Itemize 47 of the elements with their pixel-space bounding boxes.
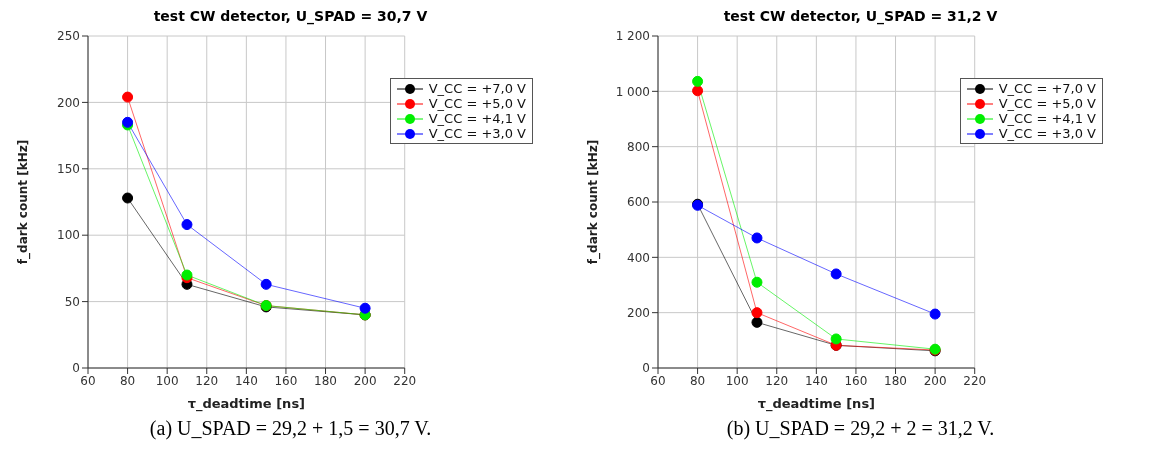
x-tick-label: 140 — [804, 373, 828, 388]
x-tick-label: 80 — [119, 373, 136, 388]
x-tick-label: 160 — [844, 373, 868, 388]
y-tick-label: 200 — [57, 95, 80, 110]
y-tick-label: 100 — [57, 228, 80, 243]
x-tick-label: 100 — [155, 373, 179, 388]
text: (a) U_SPAD = 29,2 + 1,5 = 30,7 V. — [148, 417, 433, 440]
y-tick-label: 0 — [642, 361, 650, 376]
legend-label: V_CC = +7,0 V — [998, 81, 1096, 96]
x-tick-label: 160 — [274, 373, 298, 388]
legend-label: V_CC = +7,0 V — [428, 81, 526, 96]
y-tick-label: 1 000 — [615, 84, 650, 99]
y-tick-label: 50 — [64, 294, 80, 309]
x-tick-label: 200 — [353, 373, 377, 388]
x-tick-label: 60 — [80, 373, 96, 388]
x-tick-label: 80 — [689, 373, 706, 388]
x-tick-label: 220 — [963, 373, 987, 388]
y-tick-label: 800 — [627, 139, 650, 154]
x-tick-label: 220 — [393, 373, 417, 388]
y-tick-label: 250 — [57, 29, 80, 44]
x-tick-label: 180 — [314, 373, 337, 388]
y-tick-label: 150 — [57, 162, 80, 177]
y-axis-title: f_dark count [kHz] — [16, 139, 32, 265]
x-tick-label: 120 — [195, 373, 219, 388]
y-axis-title: f_dark count [kHz] — [586, 139, 602, 265]
legend-label: V_CC = +3,0 V — [998, 126, 1096, 141]
x-tick-label: 180 — [884, 373, 907, 388]
chart-title: test CW detector, U_SPAD = 31,2 V — [722, 8, 999, 27]
y-tick-label: 600 — [627, 195, 650, 210]
x-tick-label: 200 — [923, 373, 947, 388]
x-tick-label: 120 — [765, 373, 789, 388]
chart-title: test CW detector, U_SPAD = 30,7 V — [152, 8, 429, 27]
x-tick-label: 100 — [725, 373, 749, 388]
text: (b) U_SPAD = 29,2 + 2 = 31,2 V. — [725, 417, 996, 440]
y-tick-label: 0 — [72, 361, 80, 376]
y-tick-label: 400 — [627, 250, 650, 265]
legend-label: V_CC = +4,1 V — [428, 111, 526, 126]
x-tick-label: 60 — [650, 373, 666, 388]
y-tick-label: 200 — [627, 305, 650, 320]
x-tick-label: 140 — [234, 373, 258, 388]
x-axis-title: τ_deadtime [ns] — [187, 396, 306, 412]
x-axis-title: τ_deadtime [ns] — [757, 396, 876, 412]
legend-label: V_CC = +3,0 V — [428, 126, 526, 141]
legend-label: V_CC = +5,0 V — [998, 96, 1096, 111]
y-tick-label: 1 200 — [615, 29, 650, 44]
legend-label: V_CC = +4,1 V — [998, 111, 1096, 126]
legend-label: V_CC = +5,0 V — [428, 96, 526, 111]
